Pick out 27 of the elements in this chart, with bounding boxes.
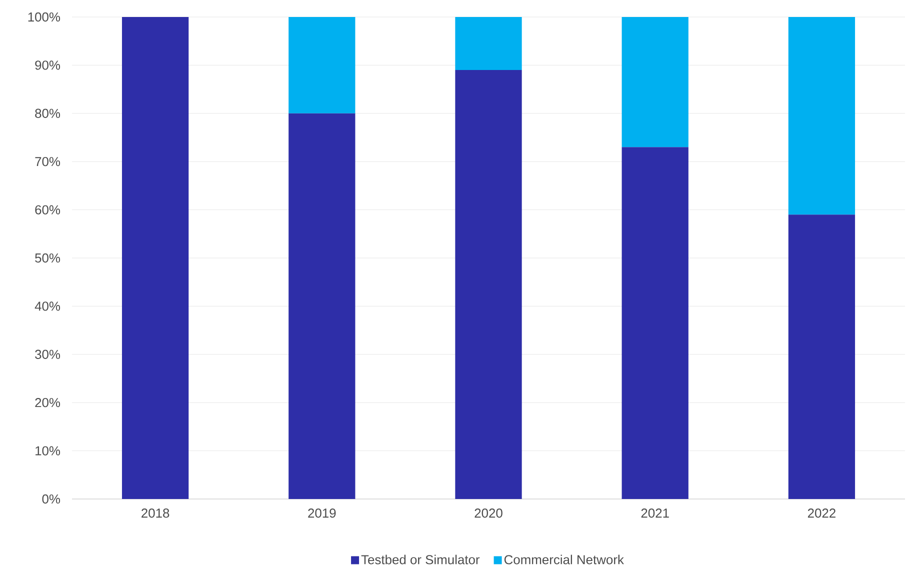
y-tick-label: 0% <box>42 494 60 504</box>
y-tick-label: 50% <box>35 253 60 263</box>
y-tick-label: 60% <box>35 205 60 214</box>
bar <box>455 16 522 70</box>
bar <box>622 147 688 499</box>
bar <box>288 16 356 114</box>
legend-label: Testbed or Simulator <box>361 554 480 564</box>
y-tick-label: 100% <box>28 12 60 22</box>
y-tick-label: 70% <box>35 157 60 166</box>
y-tick-label: 90% <box>35 60 60 70</box>
bar <box>622 16 688 148</box>
x-tick-label: 2018 <box>142 508 170 518</box>
x-tick-label: 2020 <box>474 508 502 518</box>
x-tick-label: 2019 <box>308 508 336 518</box>
bar <box>288 113 356 499</box>
bar <box>788 214 856 499</box>
y-tick-label: 10% <box>36 446 60 456</box>
bar <box>455 70 522 499</box>
bar <box>122 16 189 499</box>
y-tick-label: 80% <box>35 108 60 118</box>
x-tick-label: 2021 <box>641 508 669 518</box>
x-tick-label: 2022 <box>808 508 836 518</box>
bar <box>788 16 856 215</box>
y-tick-label: 40% <box>34 302 60 311</box>
y-tick-label: 30% <box>35 350 60 359</box>
legend-label: Commercial Network <box>504 554 624 564</box>
y-tick-label: 20% <box>35 398 60 408</box>
